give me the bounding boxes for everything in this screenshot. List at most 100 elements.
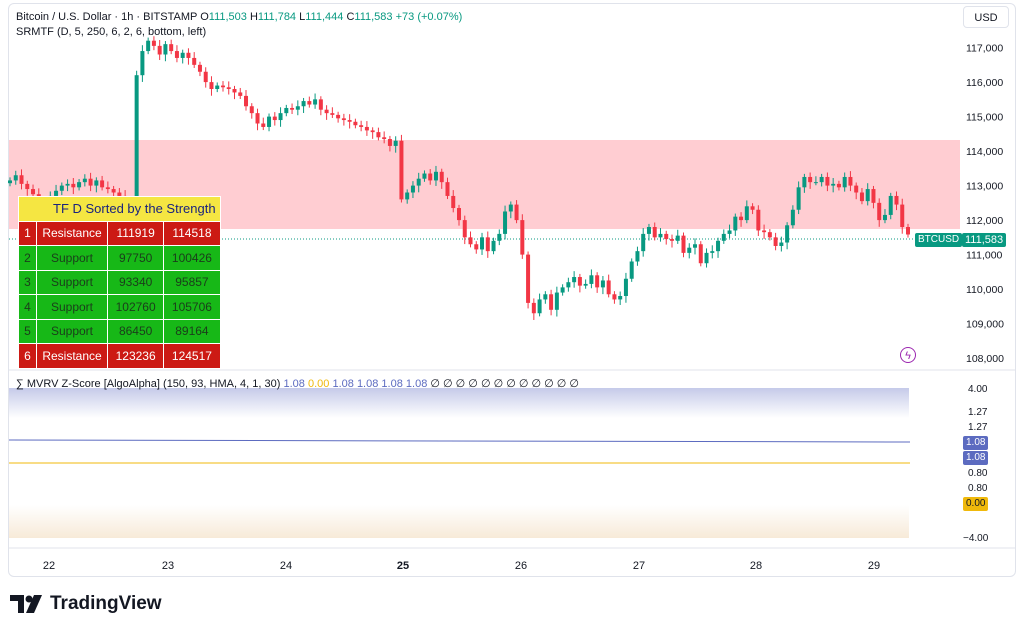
high-label: H [249, 11, 258, 23]
candle-body [111, 189, 116, 193]
row-high: 89164 [163, 318, 221, 344]
candle-body [854, 185, 859, 193]
candle-body [387, 139, 392, 146]
candle-body [163, 44, 168, 55]
candle-body [612, 294, 617, 300]
candle-body [618, 296, 623, 300]
candle-body [739, 216, 744, 221]
time-axis-label: 22 [43, 560, 55, 572]
candle-body [267, 116, 272, 127]
symbol-header: Bitcoin / U.S. Dollar · 1h · BITSTAMP O1… [16, 11, 462, 23]
ind-axis-label: 4.00 [968, 384, 988, 395]
candle-body [491, 240, 496, 252]
time-axis-label: 24 [280, 560, 292, 572]
row-type: Support [36, 269, 108, 295]
candle-body [192, 57, 197, 65]
candle-body [595, 275, 600, 288]
close-value: 111,583 [354, 11, 393, 23]
lightning-icon[interactable]: ϟ [900, 347, 916, 363]
mvrv-lower-band [9, 505, 909, 538]
candle-body [514, 204, 519, 221]
candle-body [681, 235, 686, 253]
tradingview-logo-icon [10, 595, 42, 613]
candle-body [693, 244, 698, 248]
low-label: L [299, 11, 306, 23]
row-low: 111919 [106, 220, 165, 246]
candle-body [652, 227, 657, 238]
candle-body [698, 244, 703, 264]
tradingview-logo[interactable]: TradingView [10, 593, 162, 615]
row-high: 114518 [163, 220, 221, 246]
price-axis-label: 113,000 [966, 181, 1003, 193]
candle-body [197, 64, 202, 72]
candle-body [583, 283, 588, 286]
candle-body [31, 189, 36, 195]
candle-body [82, 178, 87, 183]
candle-body [301, 101, 306, 107]
candle-body [341, 118, 346, 121]
symbol-title[interactable]: Bitcoin / U.S. Dollar · 1h · BITSTAMP [16, 11, 198, 23]
mvrv-blue-tag: 1.08 [963, 436, 989, 450]
mvrv-blue-line [8, 439, 911, 443]
candle-body [157, 45, 162, 55]
candle-body [871, 189, 876, 203]
time-axis-label: 26 [515, 560, 527, 572]
candle-body [169, 44, 174, 52]
mvrv-value: 1.08 [405, 378, 428, 390]
price-axis-label: 117,000 [966, 43, 1003, 55]
row-type: Resistance [36, 343, 108, 369]
row-index: 5 [18, 318, 37, 344]
candle-body [606, 280, 611, 295]
mvrv-title: ∑ MVRV Z-Score [AlgoAlpha] (150, 93, HMA… [16, 378, 281, 390]
mvrv-legend[interactable]: ∑ MVRV Z-Score [AlgoAlpha] (150, 93, HMA… [16, 377, 579, 390]
candle-body [635, 251, 640, 262]
open-value: 111,503 [208, 11, 247, 23]
candle-body [520, 220, 525, 255]
candle-body [428, 173, 433, 181]
candle-body [370, 130, 375, 133]
candle-body [888, 195, 893, 215]
indicator-legend[interactable]: SRMTF (D, 5, 250, 6, 2, 6, bottom, left) [16, 26, 207, 38]
row-high: 100426 [163, 245, 221, 271]
candle-body [474, 244, 479, 250]
candle-body [376, 132, 381, 138]
candle-body [278, 113, 283, 121]
candle-body [900, 204, 905, 227]
row-type: Support [36, 294, 108, 320]
candle-body [134, 75, 139, 205]
row-low: 97750 [106, 245, 165, 271]
candle-body [313, 99, 318, 105]
open-label: O [200, 11, 209, 23]
currency-button[interactable]: USD [963, 6, 1009, 28]
candle-body [733, 216, 738, 231]
candle-body [422, 173, 427, 179]
row-low: 93340 [106, 269, 165, 295]
candle-body [825, 176, 830, 186]
candle-body [566, 282, 571, 288]
candle-body [750, 206, 755, 210]
candle-body [906, 227, 910, 235]
mvrv-blue-tag: 1.08 [963, 451, 989, 465]
mvrv-value: 0.00 [307, 378, 330, 390]
candle-body [353, 121, 358, 126]
candle-body [94, 180, 99, 186]
time-axis-label: 29 [868, 560, 880, 572]
candle-body [8, 180, 12, 184]
candle-body [480, 237, 485, 250]
candle-body [261, 123, 266, 127]
ind-axis-label: 1.27 [968, 407, 988, 418]
candle-body [865, 189, 870, 202]
price-axis-label: 114,000 [966, 146, 1003, 158]
candle-body [105, 187, 110, 190]
price-axis-label: 112,000 [966, 215, 1003, 227]
last-price-tag: 111,583 [962, 233, 1007, 247]
candle-body [140, 51, 145, 76]
candle-body [589, 275, 594, 284]
high-value: 111,784 [257, 11, 297, 23]
candle-body [71, 183, 76, 188]
time-axis: 22 23 24 25 26 27 28 29 [43, 560, 880, 572]
table-row: 4 Support 102760 105706 [18, 294, 221, 320]
candle-body [572, 277, 577, 283]
close-label: C [346, 11, 355, 23]
candle-body [255, 113, 260, 124]
